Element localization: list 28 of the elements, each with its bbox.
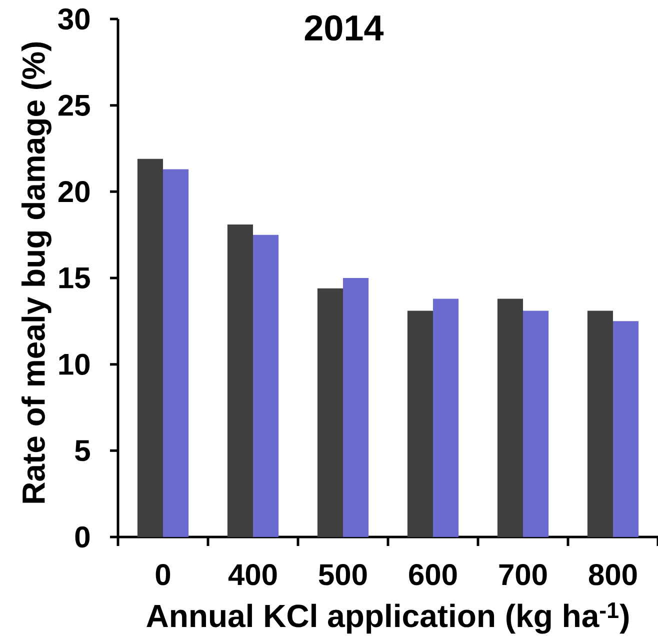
y-tick-label: 20	[58, 181, 90, 202]
bar	[253, 234, 279, 537]
x-axis-title: Annual KCl application (kg ha$^{-1}$)	[146, 602, 629, 634]
bar	[163, 169, 189, 537]
bar	[317, 288, 343, 537]
bar	[137, 158, 163, 537]
y-tick-label: 25	[58, 94, 90, 116]
y-tick-label: 15	[59, 268, 90, 288]
x-tick-label: 500	[318, 564, 367, 586]
bar	[343, 278, 369, 537]
bar	[587, 310, 613, 537]
y-tick-label: 5	[75, 440, 90, 462]
bar	[227, 224, 253, 537]
bar	[523, 310, 549, 537]
y-tick-label: 30	[58, 8, 90, 30]
bar	[407, 310, 433, 537]
y-tick-label: 10	[59, 354, 90, 375]
x-tick-label: 700	[499, 564, 547, 586]
x-tick-label: 400	[228, 564, 277, 586]
chart-title: 2014	[304, 15, 384, 41]
y-axis-title: Rate of mealy bug damage (%)	[21, 42, 52, 503]
x-tick-label: 600	[409, 564, 457, 586]
x-tick-label: 800	[588, 564, 637, 586]
y-tick-label: 0	[75, 526, 90, 548]
bar	[613, 321, 639, 537]
bar	[433, 298, 459, 537]
bar	[497, 298, 523, 537]
x-tick-label: 0	[156, 564, 170, 586]
